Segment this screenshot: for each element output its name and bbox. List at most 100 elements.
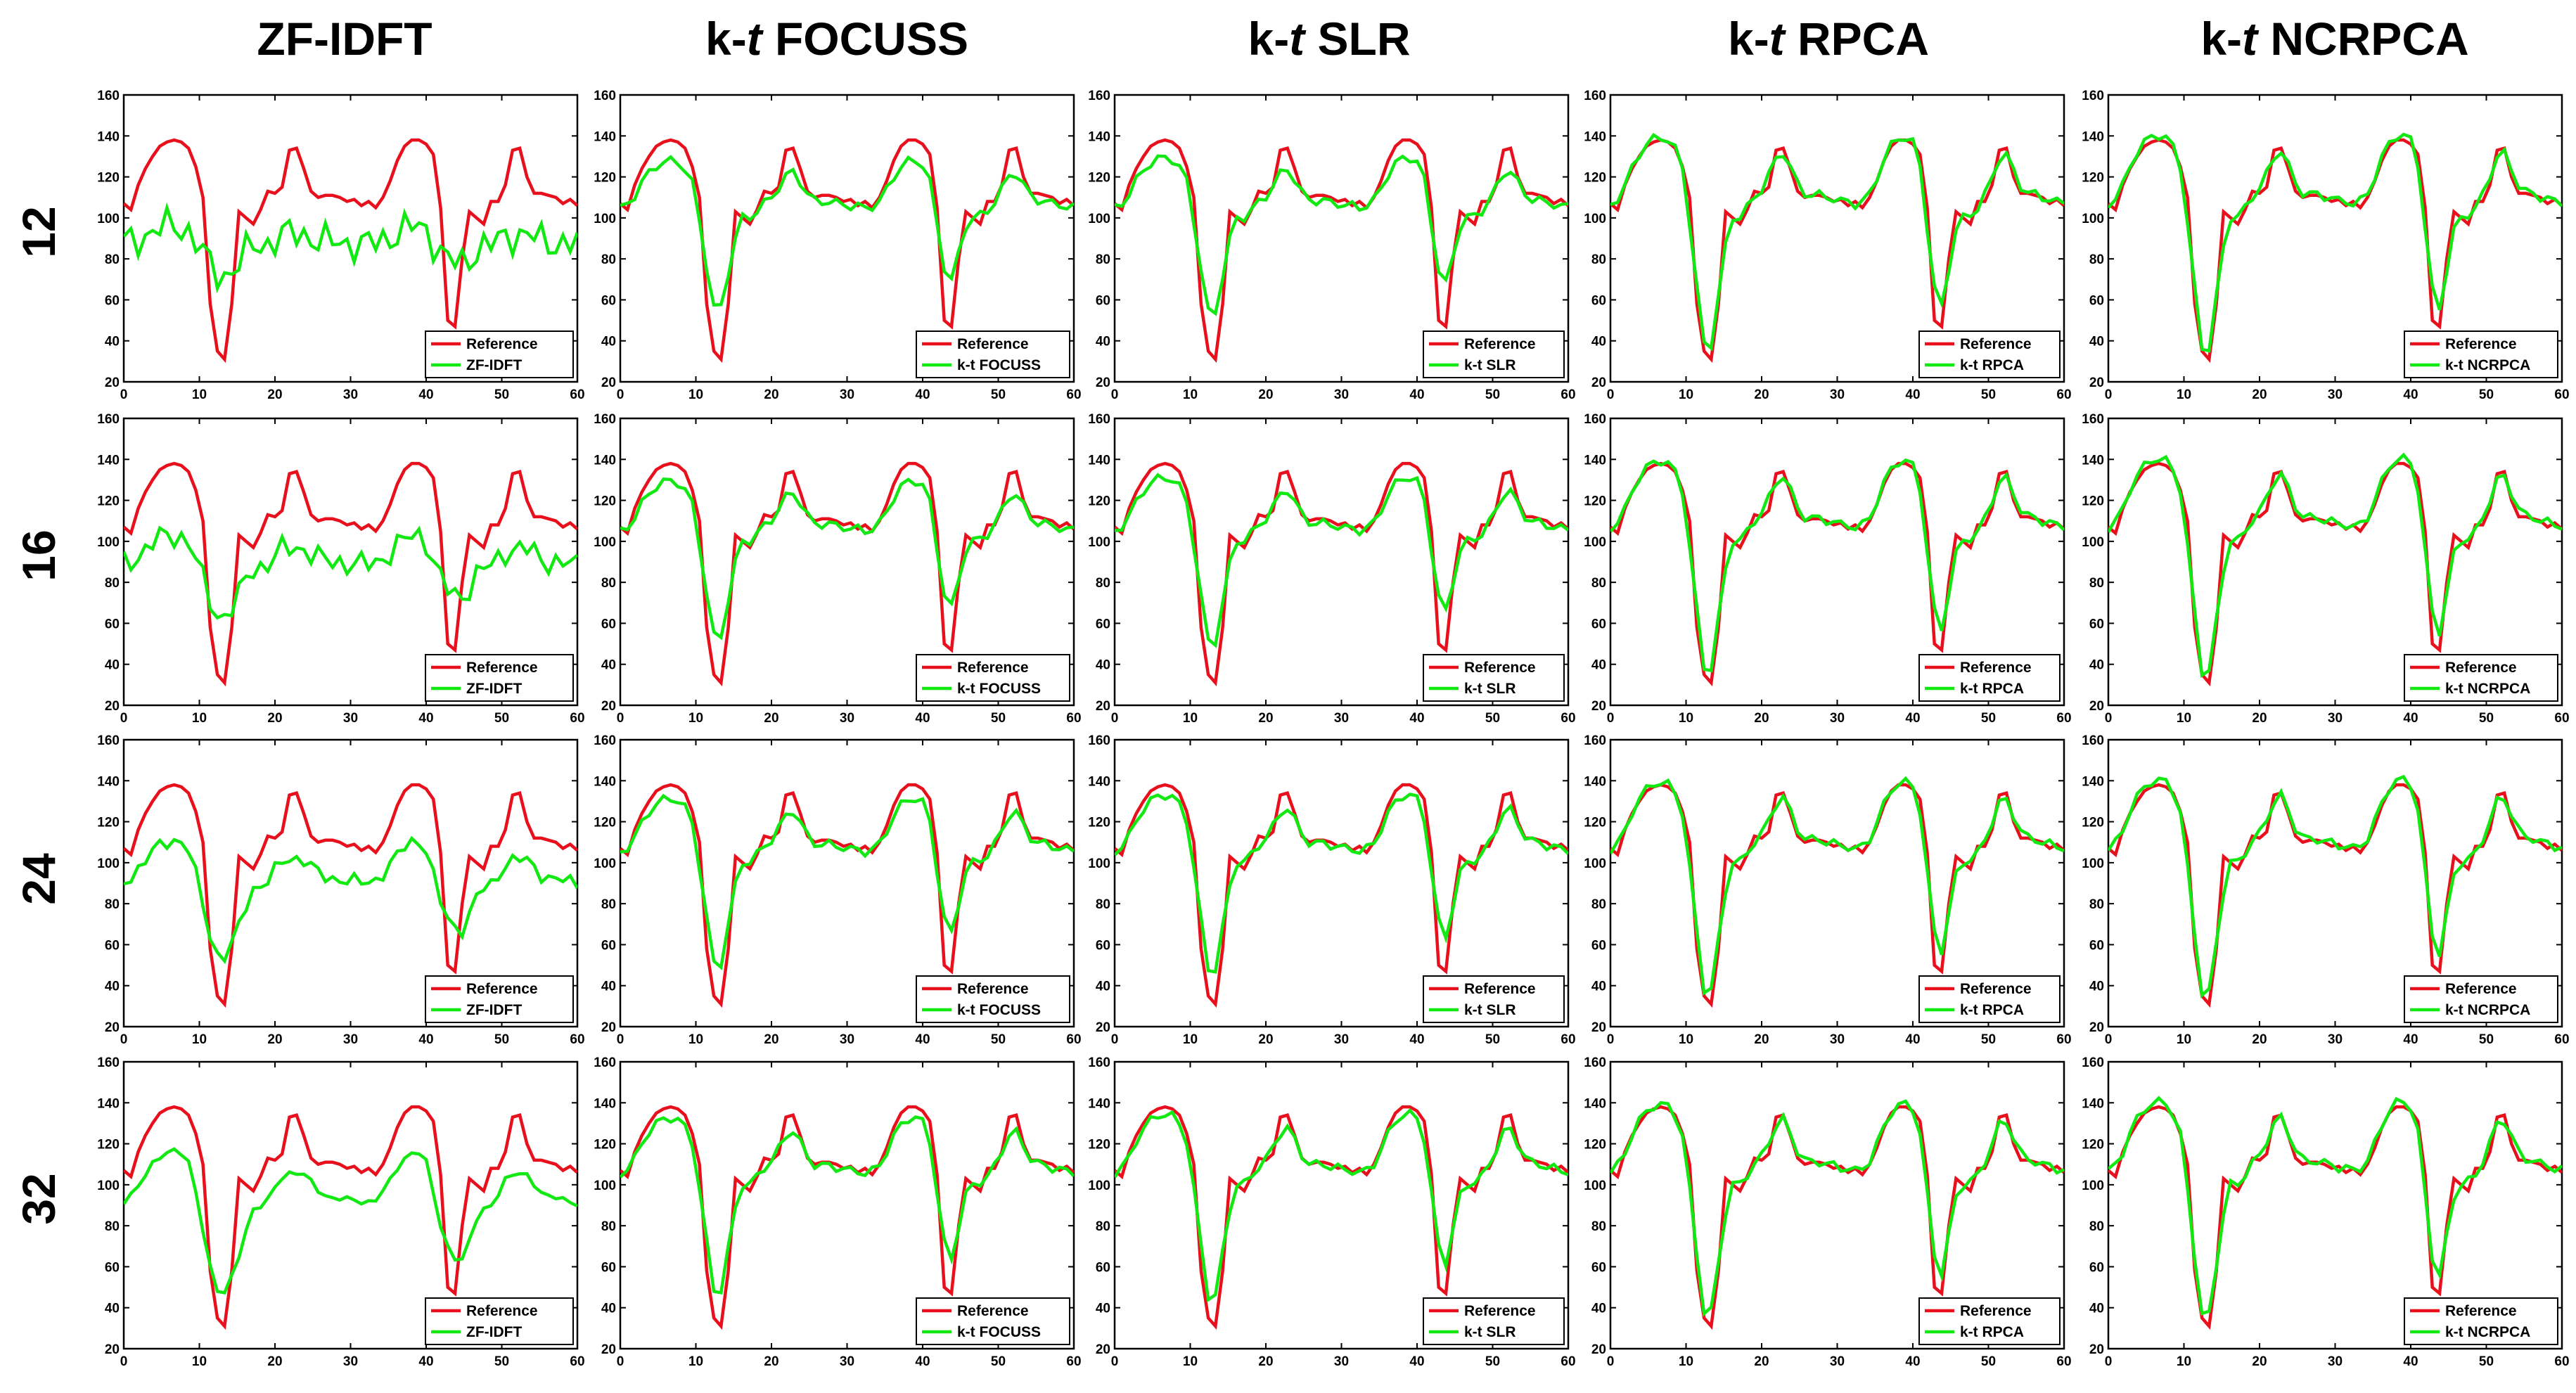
x-tick-label: 20 [764, 711, 778, 726]
y-tick-label: 40 [2089, 980, 2104, 994]
y-tick-label: 80 [601, 252, 616, 267]
legend-reference-label: Reference [466, 660, 538, 676]
y-tick-label: 120 [97, 1138, 120, 1153]
y-tick-label: 80 [1096, 897, 1110, 912]
x-tick-label: 60 [2554, 711, 2569, 726]
legend-method-label: ZF-IDFT [466, 1324, 522, 1340]
y-tick-label: 20 [2089, 699, 2104, 714]
x-tick-label: 10 [192, 711, 207, 726]
y-tick-label: 60 [1096, 938, 1110, 953]
x-tick-label: 0 [120, 1354, 128, 1369]
y-tick-label: 40 [105, 1302, 120, 1316]
y-tick-label: 140 [594, 1096, 616, 1111]
y-tick-label: 80 [105, 1219, 120, 1234]
x-tick-label: 60 [1066, 1354, 1081, 1369]
x-tick-label: 60 [2056, 387, 2071, 402]
legend-reference-label: Reference [957, 981, 1029, 997]
y-tick-label: 120 [594, 1138, 616, 1153]
y-tick-label: 100 [97, 212, 120, 226]
x-tick-label: 40 [1905, 1354, 1920, 1369]
x-tick-label: 20 [1258, 1354, 1273, 1369]
y-tick-label: 160 [97, 733, 120, 748]
y-tick-label: 100 [2082, 856, 2104, 871]
y-tick-label: 100 [594, 535, 616, 550]
x-tick-label: 50 [991, 1354, 1006, 1369]
x-tick-label: 10 [2177, 1032, 2191, 1047]
y-tick-label: 80 [1096, 252, 1110, 267]
y-tick-label: 60 [2089, 1260, 2104, 1275]
method-series-line [1115, 1108, 1568, 1303]
x-tick-label: 0 [1607, 1354, 1615, 1369]
x-tick-label: 10 [192, 1032, 207, 1047]
x-tick-label: 30 [343, 1354, 358, 1369]
method-series-line [1610, 776, 2064, 996]
x-tick-label: 40 [1409, 711, 1424, 726]
x-tick-label: 20 [267, 711, 282, 726]
y-tick-label: 60 [105, 938, 120, 953]
panel-16-2: 20 40 60 80 100 120 140 160 0 10 20 30 40 50 60 Referen… [594, 412, 1081, 726]
x-tick-label: 0 [1111, 1354, 1119, 1369]
x-tick-label: 40 [1905, 1032, 1920, 1047]
x-tick-label: 0 [120, 387, 128, 402]
y-tick-label: 160 [1584, 89, 1606, 103]
panel-12-5: 20 40 60 80 100 120 140 160 0 10 20 30 40 50 60 Referen… [2082, 89, 2569, 402]
x-tick-label: 50 [2479, 711, 2494, 726]
y-tick-label: 120 [1584, 816, 1606, 830]
y-tick-label: 160 [1088, 412, 1110, 427]
y-tick-label: 140 [97, 453, 120, 468]
method-series-line [124, 202, 577, 294]
y-tick-label: 60 [1591, 293, 1606, 308]
method-series-line [620, 477, 1074, 641]
y-tick-label: 40 [601, 980, 616, 994]
y-tick-label: 120 [2082, 494, 2104, 509]
x-tick-label: 40 [2403, 1354, 2418, 1369]
method-series-line [1115, 792, 1568, 974]
y-tick-label: 40 [601, 335, 616, 349]
legend-method-label: ZF-IDFT [466, 681, 522, 697]
y-tick-label: 20 [1096, 1020, 1110, 1035]
legend-method-label: k-t RPCA [1960, 1002, 2024, 1018]
y-tick-label: 40 [1591, 335, 1606, 349]
y-tick-label: 80 [1591, 576, 1606, 591]
legend-box [425, 1297, 574, 1345]
y-tick-label: 80 [105, 897, 120, 912]
x-tick-label: 50 [494, 711, 509, 726]
y-tick-label: 60 [1591, 1260, 1606, 1275]
legend-box [425, 330, 574, 378]
y-tick-label: 100 [1584, 535, 1606, 550]
x-tick-label: 30 [1830, 1354, 1845, 1369]
x-tick-label: 40 [1905, 711, 1920, 726]
y-tick-label: 120 [1584, 1138, 1606, 1153]
x-tick-label: 50 [1981, 711, 1996, 726]
y-tick-label: 140 [1088, 774, 1110, 789]
x-tick-label: 60 [570, 711, 584, 726]
x-tick-label: 10 [1183, 387, 1198, 402]
column-title-1: ZF-IDFT [257, 13, 432, 65]
x-tick-label: 30 [2328, 1032, 2343, 1047]
x-tick-label: 10 [1183, 711, 1198, 726]
y-tick-label: 80 [601, 1219, 616, 1234]
reference-series-line [124, 138, 577, 364]
x-tick-label: 30 [840, 1354, 854, 1369]
panel-32-5: 20 40 60 80 100 120 140 160 0 10 20 30 40 50 60 Referen… [2082, 1055, 2569, 1369]
legend-reference-label: Reference [2445, 981, 2517, 997]
y-tick-label: 160 [1584, 1055, 1606, 1070]
column-title-2: k-t FOCUSS [705, 13, 968, 65]
x-tick-label: 50 [494, 1354, 509, 1369]
method-series-line [1115, 473, 1568, 648]
panel-32-3: 20 40 60 80 100 120 140 160 0 10 20 30 40 50 60 Referen… [1088, 1055, 1575, 1369]
x-tick-label: 20 [1754, 711, 1769, 726]
y-tick-label: 60 [601, 293, 616, 308]
x-tick-label: 40 [915, 711, 930, 726]
y-tick-label: 100 [594, 856, 616, 871]
legend-box [1423, 654, 1565, 702]
y-tick-label: 120 [1088, 171, 1110, 186]
y-tick-label: 140 [97, 774, 120, 789]
legend-reference-label: Reference [1464, 660, 1536, 676]
legend-reference-label: Reference [957, 1303, 1029, 1319]
x-tick-label: 60 [1066, 387, 1081, 402]
legend-box [2404, 975, 2558, 1023]
x-tick-label: 30 [1830, 711, 1845, 726]
x-tick-label: 60 [2056, 1032, 2071, 1047]
x-tick-label: 10 [1679, 387, 1693, 402]
